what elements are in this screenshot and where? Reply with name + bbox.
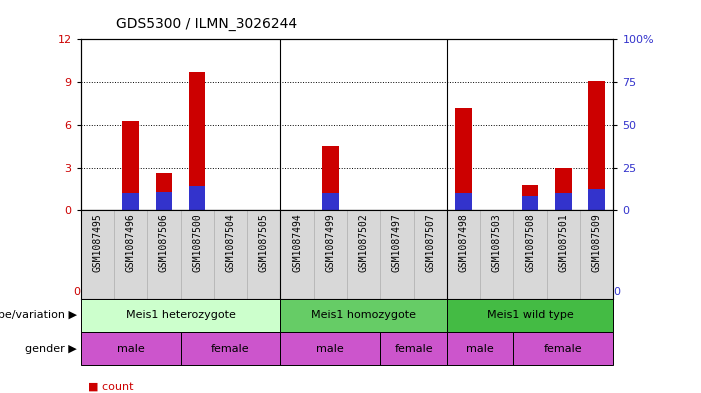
- Bar: [514, 332, 613, 365]
- Text: GSM1087504: GSM1087504: [226, 213, 236, 272]
- Text: GSM1087500: GSM1087500: [192, 213, 202, 272]
- Bar: [322, 146, 339, 210]
- Text: 0: 0: [613, 287, 620, 297]
- Text: GSM1087495: GSM1087495: [93, 213, 102, 272]
- Bar: [122, 193, 139, 210]
- Text: genotype/variation ▶: genotype/variation ▶: [0, 310, 77, 320]
- Text: male: male: [466, 344, 494, 354]
- Text: female: female: [544, 344, 583, 354]
- Bar: [189, 186, 205, 210]
- Bar: [455, 193, 472, 210]
- Text: GSM1087509: GSM1087509: [592, 213, 601, 272]
- Bar: [280, 332, 380, 365]
- Bar: [522, 196, 538, 210]
- Text: GSM1087501: GSM1087501: [559, 213, 569, 272]
- Text: gender ▶: gender ▶: [25, 344, 77, 354]
- Bar: [455, 108, 472, 210]
- Bar: [381, 332, 447, 365]
- Text: female: female: [394, 344, 433, 354]
- Bar: [81, 332, 181, 365]
- Bar: [280, 299, 447, 332]
- Bar: [588, 81, 605, 210]
- Text: GSM1087508: GSM1087508: [525, 213, 535, 272]
- Text: GDS5300 / ILMN_3026244: GDS5300 / ILMN_3026244: [116, 17, 297, 31]
- Text: GSM1087505: GSM1087505: [259, 213, 268, 272]
- Text: GSM1087498: GSM1087498: [458, 213, 468, 272]
- Bar: [181, 332, 280, 365]
- Bar: [447, 332, 513, 365]
- Text: Meis1 wild type: Meis1 wild type: [486, 310, 573, 320]
- Bar: [588, 189, 605, 210]
- Bar: [122, 121, 139, 210]
- Text: GSM1087494: GSM1087494: [292, 213, 302, 272]
- Text: male: male: [316, 344, 344, 354]
- Text: GSM1087497: GSM1087497: [392, 213, 402, 272]
- Text: 0: 0: [74, 287, 81, 297]
- Bar: [156, 192, 172, 210]
- Text: GSM1087506: GSM1087506: [159, 213, 169, 272]
- Bar: [522, 185, 538, 210]
- Text: Meis1 heterozygote: Meis1 heterozygote: [125, 310, 236, 320]
- Bar: [156, 173, 172, 210]
- Text: GSM1087507: GSM1087507: [426, 213, 435, 272]
- Text: female: female: [211, 344, 250, 354]
- Text: GSM1087496: GSM1087496: [125, 213, 135, 272]
- Text: male: male: [116, 344, 144, 354]
- Text: ■ count: ■ count: [88, 381, 133, 391]
- Text: GSM1087502: GSM1087502: [359, 213, 369, 272]
- Bar: [555, 167, 572, 210]
- Bar: [322, 193, 339, 210]
- Bar: [447, 299, 613, 332]
- Text: Meis1 homozygote: Meis1 homozygote: [311, 310, 416, 320]
- Bar: [81, 299, 280, 332]
- Text: GSM1087499: GSM1087499: [325, 213, 335, 272]
- Bar: [189, 72, 205, 210]
- Text: GSM1087503: GSM1087503: [492, 213, 502, 272]
- Bar: [555, 193, 572, 210]
